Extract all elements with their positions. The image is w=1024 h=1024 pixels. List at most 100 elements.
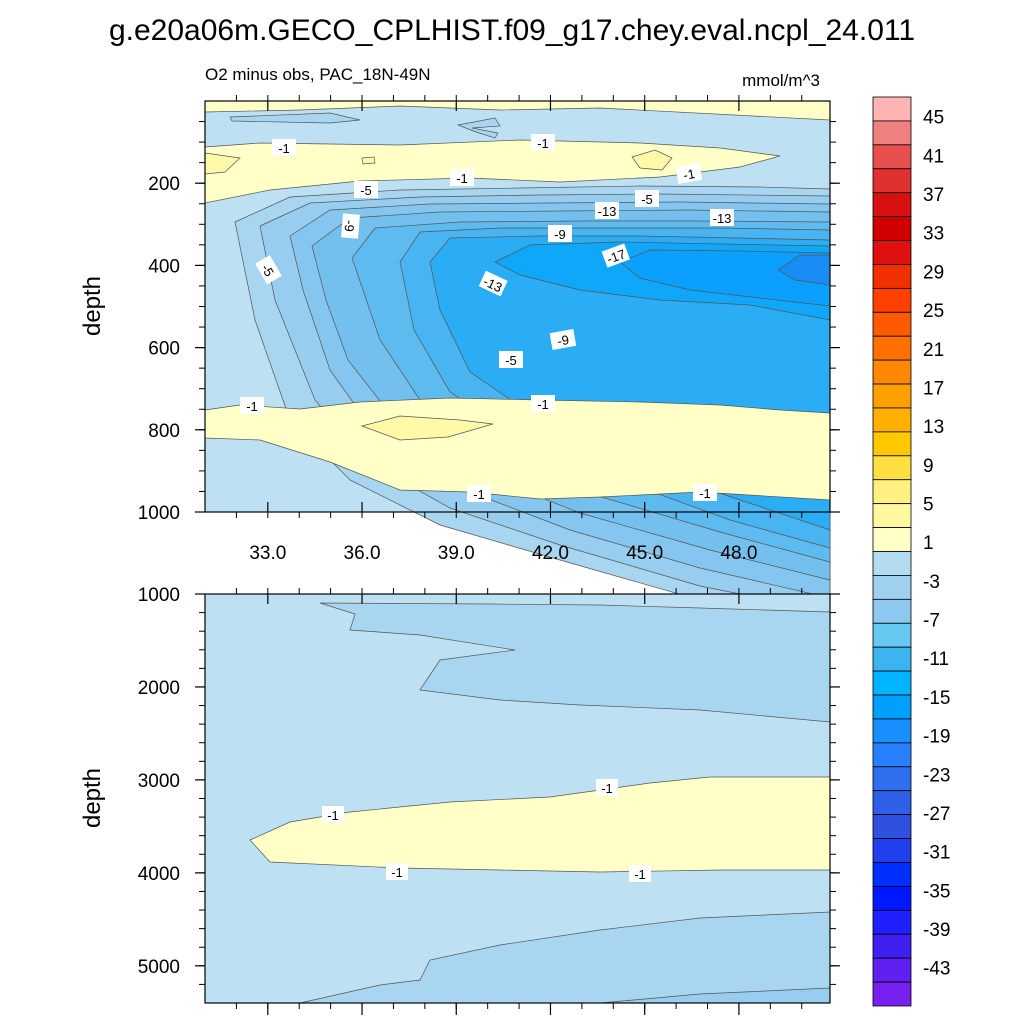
contour-label: -1 xyxy=(531,395,555,412)
upper-x-tick-label: 42.0 xyxy=(532,543,569,564)
contour-label-bg xyxy=(710,209,734,226)
contour-label-bg xyxy=(340,213,361,239)
colorbar-segment xyxy=(872,287,912,313)
contour-label: -13 xyxy=(478,270,508,297)
colorbar-segment xyxy=(872,694,912,720)
colorbar-segment xyxy=(872,646,912,672)
colorbar-label: -27 xyxy=(923,804,950,825)
contour-label: -1 xyxy=(531,134,555,151)
colorbar: 45 41 37 33 29 25 21 17 13 9 5 1 -3 -7 -11 -15 -19 -23 -27… xyxy=(872,96,950,1007)
colorbar-segment xyxy=(872,933,912,959)
colorbar-segment xyxy=(872,885,912,911)
contour-label-text: -1 xyxy=(537,397,549,412)
contour-label: -5 xyxy=(635,190,659,207)
contour-label-text: -5 xyxy=(360,183,372,198)
contour-label: -13 xyxy=(710,209,734,226)
colorbar-segment xyxy=(872,383,912,409)
lower-y-axis-label: depth xyxy=(79,768,106,828)
contour-fill-lower-top xyxy=(319,602,831,723)
colorbar-segment xyxy=(872,814,912,839)
colorbar-label: -23 xyxy=(923,765,950,786)
colorbar-segment xyxy=(872,742,912,768)
colorbar-label: 41 xyxy=(923,146,944,167)
upper-y-tick-label: 200 xyxy=(148,174,180,195)
colorbar-label: 1 xyxy=(923,533,934,554)
contour-label: -5 xyxy=(255,255,282,285)
contour-label: -1 xyxy=(693,484,717,501)
contour-label: -1 xyxy=(386,863,408,880)
contour-label: -1 xyxy=(272,139,296,156)
contour-label-bg xyxy=(693,484,717,501)
colorbar-label: 13 xyxy=(923,417,944,438)
contour-label-bg xyxy=(272,139,296,156)
contour-label: -1 xyxy=(675,163,703,184)
colorbar-segment xyxy=(872,120,912,146)
colorbar-segment xyxy=(872,240,912,265)
colorbar-label: -3 xyxy=(923,572,940,593)
upper-y-tick-label: 800 xyxy=(148,421,180,442)
upper-x-tick-label: 39.0 xyxy=(438,543,475,564)
upper-x-tick-label: 36.0 xyxy=(344,543,381,564)
contour-label-bg xyxy=(601,243,631,268)
upper-x-ticks: 33.0 36.0 39.0 42.0 45.0 48.0 xyxy=(235,95,803,564)
upper-x-tick-label: 33.0 xyxy=(249,543,286,564)
contour-label-bg xyxy=(354,181,378,198)
contour-label-bg xyxy=(386,863,408,880)
contour-label-text: -9 xyxy=(342,220,358,233)
contour-label-bg xyxy=(531,395,555,412)
contour-label: -1 xyxy=(596,779,618,796)
contour-label-text: -5 xyxy=(641,192,653,207)
contour-fill-surface xyxy=(229,112,361,124)
contour-label-bg xyxy=(548,225,572,242)
contour-label-text: -1 xyxy=(601,781,613,796)
colorbar-segment xyxy=(872,144,912,170)
upper-y-tick-label: 600 xyxy=(148,339,180,360)
colorbar-segment xyxy=(872,407,912,433)
contour-label-text: -1 xyxy=(682,166,696,183)
contour-label-bg xyxy=(450,169,474,186)
lower-y-tick-label: 4000 xyxy=(138,864,180,885)
colorbar-label: -11 xyxy=(923,649,949,670)
contour-label-text: -1 xyxy=(537,136,549,151)
figure-title: g.e20a06m.GECO_CPLHIST.f09_g17.chey.eval… xyxy=(109,14,915,47)
contour-label-text: -1 xyxy=(699,486,711,501)
colorbar-label: 37 xyxy=(923,185,944,206)
lower-y-tick-label: 1000 xyxy=(138,585,180,606)
contour-label-text: -13 xyxy=(481,274,504,296)
colorbar-segment xyxy=(872,335,912,361)
colorbar-label: -43 xyxy=(923,959,950,980)
contour-label: -1 xyxy=(322,806,344,823)
contour-label-bg xyxy=(549,329,577,350)
lower-y-ticks: 1000 2000 3000 4000 5000 xyxy=(138,585,840,985)
contour-label: -13 xyxy=(595,202,619,219)
colorbar-segment xyxy=(872,503,912,528)
contour-fill-yellow-inner-mid xyxy=(361,156,376,165)
colorbar-segment xyxy=(872,479,912,505)
contour-label: -9 xyxy=(340,213,361,239)
colorbar-label: -15 xyxy=(923,688,950,709)
contour-fill-yellow-800m-inner xyxy=(360,415,494,441)
contour-label-text: -5 xyxy=(505,353,517,368)
lower-panel xyxy=(204,593,831,1004)
contour-label-text: -9 xyxy=(554,227,566,242)
contour-label: -9 xyxy=(548,225,572,242)
panel-subtitle-left: O2 minus obs, PAC_18N-49N xyxy=(205,65,431,84)
colorbar-segment xyxy=(872,909,912,935)
contour-label: -1 xyxy=(450,169,474,186)
contour-label-text: -17 xyxy=(605,246,628,267)
upper-x-tick-label: 48.0 xyxy=(720,543,757,564)
colorbar-segment xyxy=(872,359,912,385)
colorbar-label: -31 xyxy=(923,843,950,864)
colorbar-segment xyxy=(872,264,912,289)
colorbar-segment xyxy=(872,718,912,744)
lower-y-tick-label: 3000 xyxy=(138,771,180,792)
colorbar-label: 21 xyxy=(923,340,944,361)
colorbar-segment xyxy=(872,96,912,122)
colorbar-segment xyxy=(872,766,912,792)
contour-label-text: -1 xyxy=(327,808,339,823)
upper-y-tick-label: 1000 xyxy=(138,503,180,524)
colorbar-label: 29 xyxy=(923,262,944,283)
lower-contour-labels: -1 -1 -1 -1 xyxy=(322,779,651,882)
contour-label-text: -1 xyxy=(456,171,468,186)
contour-label-bg xyxy=(322,806,344,823)
